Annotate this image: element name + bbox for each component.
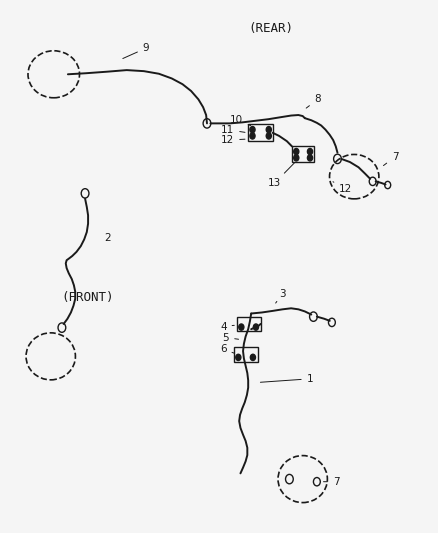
Bar xyxy=(234,347,258,361)
Text: (REAR): (REAR) xyxy=(248,22,293,35)
Circle shape xyxy=(250,126,255,133)
Text: 6: 6 xyxy=(220,344,234,354)
Circle shape xyxy=(307,155,313,161)
Text: 8: 8 xyxy=(306,94,321,108)
Circle shape xyxy=(236,354,241,360)
Bar xyxy=(248,124,272,141)
Text: 3: 3 xyxy=(276,289,286,303)
Text: 13: 13 xyxy=(268,163,294,188)
Circle shape xyxy=(266,126,272,133)
Text: (FRONT): (FRONT) xyxy=(62,292,114,304)
Text: 10: 10 xyxy=(230,115,251,126)
Text: 4: 4 xyxy=(220,321,234,332)
Text: 1: 1 xyxy=(261,374,313,384)
Text: 5: 5 xyxy=(223,333,239,343)
Circle shape xyxy=(294,149,299,155)
Circle shape xyxy=(294,155,299,161)
Text: 7: 7 xyxy=(383,152,398,166)
Bar xyxy=(237,317,261,332)
Text: 9: 9 xyxy=(123,43,149,59)
Text: 12: 12 xyxy=(221,135,245,145)
Text: 12: 12 xyxy=(333,182,352,194)
Circle shape xyxy=(307,149,313,155)
Circle shape xyxy=(251,354,255,360)
Circle shape xyxy=(239,324,244,330)
Text: 2: 2 xyxy=(104,233,111,243)
Circle shape xyxy=(250,133,255,139)
Circle shape xyxy=(253,324,258,330)
Text: 11: 11 xyxy=(221,125,245,135)
Bar xyxy=(292,147,314,162)
Circle shape xyxy=(266,133,272,139)
Text: 7: 7 xyxy=(324,477,339,487)
